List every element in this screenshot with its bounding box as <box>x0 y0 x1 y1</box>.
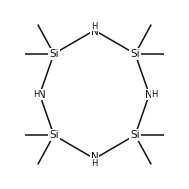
Text: H: H <box>91 22 98 31</box>
Text: H: H <box>91 159 98 168</box>
Text: N: N <box>91 27 98 37</box>
Text: H: H <box>151 90 157 99</box>
Text: Si: Si <box>49 49 59 59</box>
Text: Si: Si <box>130 49 140 59</box>
Text: N: N <box>38 90 46 99</box>
Text: H: H <box>33 90 40 99</box>
Text: Si: Si <box>49 130 59 140</box>
Text: N: N <box>145 90 153 99</box>
Text: Si: Si <box>130 130 140 140</box>
Text: N: N <box>91 152 98 162</box>
